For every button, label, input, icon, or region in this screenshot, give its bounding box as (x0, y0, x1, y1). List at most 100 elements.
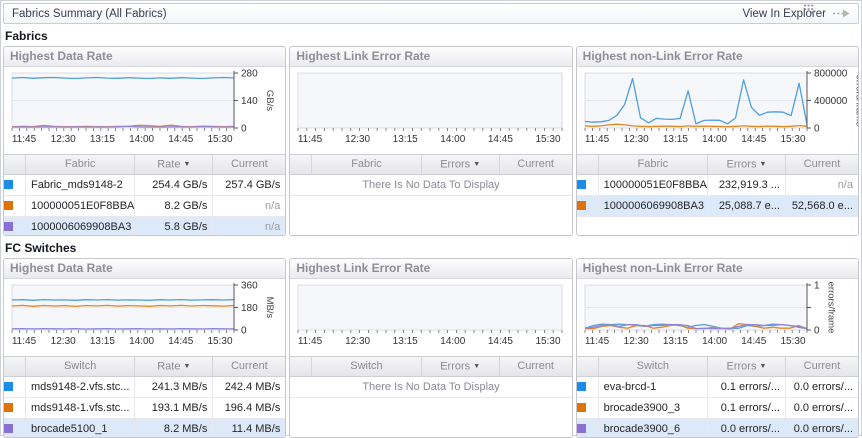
row-name: mds9148-2.vfs.stc... (26, 377, 136, 397)
page-title: Fabrics Summary (All Fabrics) (12, 7, 167, 20)
table-row[interactable]: 100000051E0F8BBA 8.2 GB/s n/a (4, 196, 286, 217)
svg-text:GB/s: GB/s (264, 90, 275, 111)
view-in-explorer-link[interactable]: View In Explorer (742, 8, 850, 20)
table-header-row: Switch Errors ▼ Current (576, 356, 858, 377)
svg-text:14:45: 14:45 (741, 134, 766, 145)
row-name: brocade5100_1 (26, 419, 136, 437)
svg-text:0: 0 (814, 326, 820, 337)
fc-highest-data-rate-plot: 0 180 360 MB/s 11:45 12:30 13:15 14:00 14:45 15:3… (11, 281, 275, 347)
sort-column-header[interactable]: Errors ▼ (422, 155, 500, 174)
panel-fc-data-rate: Highest Data Rate 0 180 360 MB/s 11:45 12:30 1… (3, 258, 287, 438)
series-color-swatch (4, 217, 26, 235)
sort-descending-icon: ▼ (759, 363, 767, 370)
grid-fabrics-link-error: Fabric Errors ▼ Current There Is No Data To… (290, 154, 572, 196)
current-column-header[interactable]: Current (803, 158, 841, 170)
current-column-header[interactable]: Current (517, 158, 554, 170)
no-data-message: There Is No Data To Display (290, 175, 572, 196)
row-name: mds9148-1.vfs.stc... (26, 398, 136, 418)
name-column-header[interactable]: Switch (599, 357, 708, 376)
current-column-header[interactable]: Current (230, 158, 268, 170)
row-current: 11.4 MB/s (231, 423, 281, 435)
row-current: n/a (265, 221, 281, 233)
table-row[interactable]: Fabric_mds9148-2 254.4 GB/s 257.4 GB/s (4, 175, 286, 196)
name-column-header[interactable]: Fabric (312, 155, 422, 174)
svg-text:0: 0 (814, 124, 820, 135)
svg-text:0: 0 (241, 124, 247, 135)
series-color-swatch (576, 419, 599, 437)
panel-fabrics-nonlink-error: Highest non-Link Error Rate 0 400000 80000… (575, 46, 859, 236)
table-row[interactable]: brocade5100_1 8.2 MB/s 11.4 MB/s (4, 419, 286, 437)
name-column-header[interactable]: Switch (312, 357, 422, 376)
grid-fc-nonlink-error: Switch Errors ▼ Current eva-brcd-1 0.1 error… (576, 356, 858, 437)
name-column-header[interactable]: Switch (26, 357, 136, 376)
chart-fabrics-highest-link-error-rate: 11:45 12:30 13:15 14:00 14:45 15:30 (290, 68, 571, 154)
svg-text:1: 1 (814, 281, 820, 292)
table-row[interactable]: 100000051E0F8BBA 232,919.3 ... n/a (576, 175, 858, 196)
svg-text:12:30: 12:30 (51, 336, 76, 347)
table-row[interactable]: mds9148-2.vfs.stc... 241.3 MB/s 242.4 MB/s (4, 377, 286, 398)
svg-text:errors/frame: errors/frame (825, 282, 836, 334)
table-row[interactable]: eva-brcd-1 0.1 errors/... 0.0 errors/... (576, 377, 858, 398)
sort-column-header[interactable]: Rate ▼ (135, 155, 214, 174)
series-color-swatch (576, 377, 599, 397)
row-current: 257.4 GB/s (225, 179, 281, 191)
grid-fc-data-rate: Switch Rate ▼ Current mds9148-2.vfs.stc... 2… (4, 356, 286, 437)
svg-text:15:30: 15:30 (536, 134, 561, 145)
svg-text:13:15: 13:15 (393, 134, 418, 145)
svg-text:14:00: 14:00 (129, 134, 154, 145)
row-name: brocade3900_6 (599, 419, 708, 437)
row-name: Fabric_mds9148-2 (26, 175, 136, 195)
fc-highest-link-error-rate-plot: 11:45 12:30 13:15 14:00 14:45 15:30 (297, 284, 563, 347)
table-header-row: Switch Errors ▼ Current (290, 356, 572, 377)
sort-column-header[interactable]: Errors ▼ (708, 357, 786, 376)
row-current: 0.0 errors/... (793, 402, 853, 414)
fabrics-highest-nonlink-error-rate-plot: 0 400000 800000 errors/frame 11:45 12:30 13:15… (584, 69, 858, 145)
chart-fabrics-highest-nonlink-error-rate: 0 400000 800000 errors/frame 11:45 12:30 13:15… (577, 68, 858, 154)
svg-text:11:45: 11:45 (12, 134, 37, 145)
panel-title: Highest non-Link Error Rate (576, 47, 858, 67)
row-value: 25,088.7 e... (708, 196, 786, 216)
current-column-header[interactable]: Current (803, 360, 841, 372)
table-row[interactable]: mds9148-1.vfs.stc... 193.1 MB/s 196.4 MB/s (4, 398, 286, 419)
svg-text:14:45: 14:45 (488, 336, 513, 347)
panel-title: Highest Data Rate (4, 47, 286, 67)
row-value: 241.3 MB/s (135, 377, 214, 397)
series-color-swatch (576, 196, 599, 216)
current-column-header[interactable]: Current (230, 360, 268, 372)
chart-fc-highest-data-rate: 0 180 360 MB/s 11:45 12:30 13:15 14:00 14:45 15:3… (4, 280, 285, 356)
panel-fc-nonlink-error: Highest non-Link Error Rate 0 1 errors/fra… (575, 258, 859, 438)
svg-text:14:45: 14:45 (488, 134, 513, 145)
table-row[interactable]: brocade3900_3 0.1 errors/... 0.0 errors/..… (576, 398, 858, 419)
table-row[interactable]: brocade3900_6 0.0 errors/... 0.0 errors/..… (576, 419, 858, 437)
fabrics-highest-link-error-rate-plot: 11:45 12:30 13:15 14:00 14:45 15:30 (297, 72, 563, 145)
sort-column-header[interactable]: Errors ▼ (422, 357, 500, 376)
svg-text:13:15: 13:15 (663, 134, 688, 145)
section-label-fabrics: Fabrics (5, 29, 48, 43)
color-column-header (577, 155, 599, 174)
table-row[interactable]: 1000006069908BA3 5.8 GB/s n/a (4, 217, 286, 235)
series-color-swatch (576, 398, 599, 418)
grid-fabrics-nonlink-error: Fabric Errors ▼ Current 100000051E0F8BBA 232… (576, 154, 858, 217)
chart-fabrics-highest-data-rate: 0 140 280 GB/s 11:45 12:30 13:15 14:00 14:45 15:3… (4, 68, 285, 154)
svg-text:800000: 800000 (814, 69, 848, 80)
row-name: 1000006069908BA3 (26, 217, 136, 235)
series-color-swatch (576, 175, 599, 195)
svg-text:280: 280 (241, 69, 258, 80)
table-row[interactable]: 1000006069908BA3 25,088.7 e... 52,568.0 e.… (576, 196, 858, 217)
sort-column-header[interactable]: Rate ▼ (135, 357, 214, 376)
row-current: 52,568.0 e... (791, 200, 853, 212)
svg-text:12:30: 12:30 (623, 134, 648, 145)
name-column-header[interactable]: Fabric (26, 155, 136, 174)
svg-text:14:00: 14:00 (441, 134, 466, 145)
color-column-header (577, 357, 599, 376)
svg-text:13:15: 13:15 (663, 336, 688, 347)
row-value: 254.4 GB/s (135, 175, 214, 195)
grid-fabrics-data-rate: Fabric Rate ▼ Current Fabric_mds9148-2 254.4… (4, 154, 286, 235)
color-column-header (290, 357, 313, 376)
current-column-header[interactable]: Current (517, 360, 554, 372)
name-column-header[interactable]: Fabric (599, 155, 708, 174)
sort-column-header[interactable]: Errors ▼ (708, 155, 786, 174)
row-value: 8.2 MB/s (135, 419, 214, 437)
svg-text:12:30: 12:30 (345, 336, 370, 347)
